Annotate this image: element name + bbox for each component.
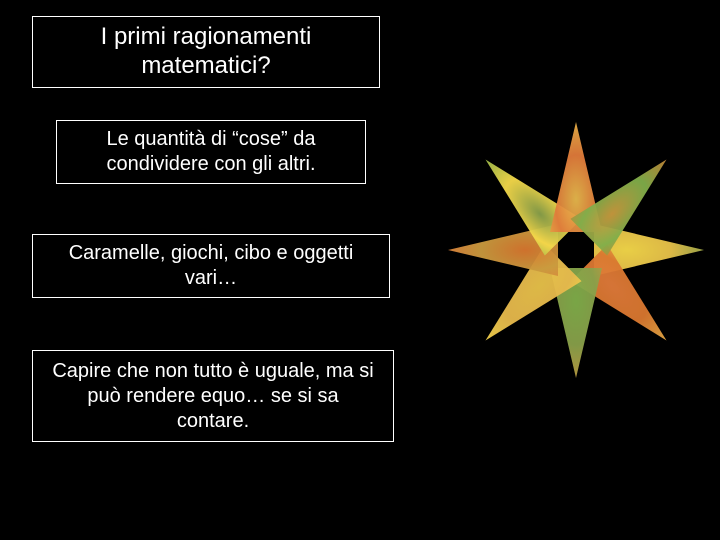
- title-box: I primi ragionamenti matematici?: [32, 16, 380, 88]
- candy-star-graphic: [456, 130, 696, 370]
- text-box-1: Le quantità di “cose” da condividere con…: [56, 120, 366, 184]
- text-box-2: Caramelle, giochi, cibo e oggetti vari…: [32, 234, 390, 298]
- text-box-3: Capire che non tutto è uguale, ma si può…: [32, 350, 394, 442]
- title-line1: I primi ragionamenti: [101, 23, 312, 50]
- title-text: I primi ragionamenti matematici?: [101, 23, 312, 81]
- text-content-3: Capire che non tutto è uguale, ma si può…: [49, 359, 377, 434]
- text-content-2: Caramelle, giochi, cibo e oggetti vari…: [49, 241, 373, 291]
- title-line2: matematici?: [141, 52, 270, 79]
- text-content-1: Le quantità di “cose” da condividere con…: [73, 127, 349, 177]
